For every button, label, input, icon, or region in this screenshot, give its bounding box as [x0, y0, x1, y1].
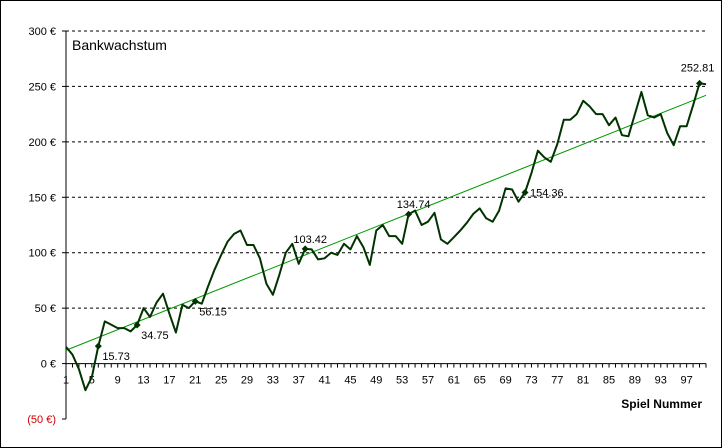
x-tick-label: 77 — [551, 375, 563, 387]
data-label: 252.81 — [681, 62, 715, 74]
gridlines — [66, 30, 706, 309]
x-tick-label: 61 — [448, 375, 460, 387]
x-tick-label: 33 — [267, 375, 279, 387]
x-tick-label: 5 — [89, 375, 95, 387]
data-label: 15.73 — [102, 351, 130, 363]
x-tick-label: 25 — [215, 375, 227, 387]
x-tick-label: 45 — [344, 375, 356, 387]
x-tick-label: 89 — [629, 375, 641, 387]
x-tick-label: 17 — [163, 375, 175, 387]
y-tick-label: 250 € — [28, 81, 56, 93]
data-point-marker — [696, 79, 704, 87]
y-tick-label: 150 € — [28, 192, 56, 204]
x-axis: 1 5 9 13 17 21 25 29 33 37 41 45 49 53 57 61 65 69 73 77 81 8… — [63, 363, 707, 387]
data-label: 56.15 — [199, 306, 227, 318]
y-tick-label: 100 € — [28, 248, 56, 260]
y-tick-label: 50 € — [35, 303, 56, 315]
x-tick-label: 93 — [655, 375, 667, 387]
data-point-marker — [133, 321, 141, 329]
x-tick-label: 1 — [63, 375, 69, 387]
data-point-marker — [521, 188, 529, 196]
y-tick-label: (50 €) — [27, 414, 56, 426]
x-tick-label: 73 — [525, 375, 537, 387]
chart-title: Bankwachstum — [72, 37, 167, 53]
data-point-marker — [405, 210, 413, 218]
series-line — [65, 82, 707, 392]
data-label: 103.42 — [293, 234, 327, 246]
data-label: 154.36 — [530, 187, 564, 199]
data-point-marker — [191, 297, 199, 305]
x-tick-label: 9 — [115, 375, 121, 387]
x-tick-label: 29 — [241, 375, 253, 387]
y-tick-label: 200 € — [28, 137, 56, 149]
data-point-marker — [94, 342, 102, 350]
y-tick-label: 0 € — [41, 359, 56, 371]
x-tick-label: 97 — [680, 375, 692, 387]
x-tick-label: 81 — [577, 375, 589, 387]
data-label: 34.75 — [141, 330, 169, 342]
x-tick-label: 37 — [293, 375, 305, 387]
data-point-marker — [301, 245, 309, 253]
trend-line — [65, 94, 707, 351]
x-tick-label: 69 — [499, 375, 511, 387]
x-tick-label: 41 — [318, 375, 330, 387]
data-label: 134.74 — [397, 199, 431, 211]
x-tick-label: 49 — [370, 375, 382, 387]
y-axis: 300 € 250 € 200 € 150 € 100 € 50 € 0 € (50 €) — [27, 26, 67, 426]
y-tick-label: 300 € — [28, 26, 56, 38]
x-tick-label: 53 — [396, 375, 408, 387]
x-tick-label: 57 — [422, 375, 434, 387]
x-tick-label: 13 — [137, 375, 149, 387]
x-axis-label: Spiel Nummer — [621, 397, 702, 411]
x-tick-label: 21 — [189, 375, 201, 387]
x-tick-label: 85 — [603, 375, 615, 387]
x-tick-label: 65 — [474, 375, 486, 387]
plot-area: 15.73 34.75 56.15 103.42 134.74 154.36 252.81 — [65, 62, 715, 392]
